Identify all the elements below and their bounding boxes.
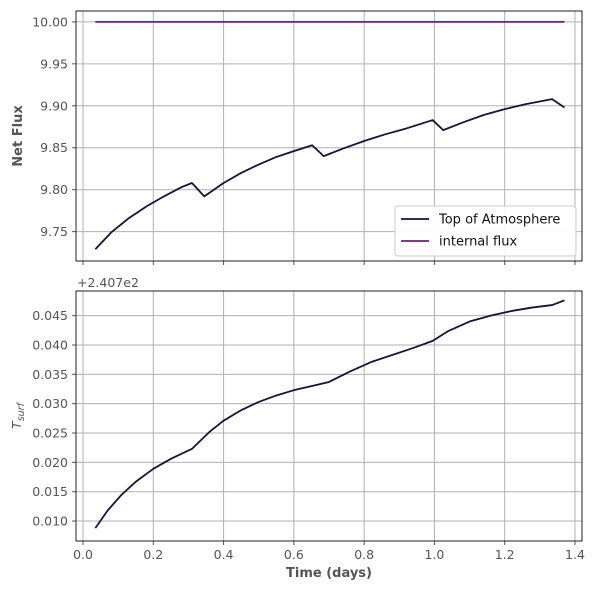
y-tick-label: 0.040 <box>32 337 68 352</box>
y-axis-label: Tsurf <box>9 401 27 429</box>
y-tick-label: 10.00 <box>32 14 68 29</box>
legend-label: Top of Atmosphere <box>438 213 560 228</box>
y-tick-label: 0.045 <box>32 308 68 323</box>
x-tick-label: 1.0 <box>424 547 444 562</box>
series-line <box>94 299 565 529</box>
y-tick-label: 0.020 <box>32 455 68 470</box>
y-tick-label: 9.80 <box>40 182 68 197</box>
legend-box <box>394 205 577 257</box>
x-tick-label: 1.4 <box>565 547 585 562</box>
surface-temperature-panel: 0.010 0.015 0.020 0.025 0.030 0.035 0.040 0.045… <box>9 275 585 581</box>
y-tick-label: 0.035 <box>32 367 68 382</box>
axes-frame <box>75 10 583 262</box>
series-line <box>94 98 565 250</box>
y-tick-label: 0.015 <box>32 484 68 499</box>
y-tick-label: 9.95 <box>40 56 68 71</box>
y-tick-label: 0.030 <box>32 396 68 411</box>
x-tick-label: 0.8 <box>354 547 374 562</box>
axes-frame <box>75 290 583 542</box>
x-axis-label: Time (days) <box>286 566 372 581</box>
legend-label: internal flux <box>439 235 517 250</box>
y-tick-label: 9.85 <box>40 140 68 155</box>
x-tick-label: 0.4 <box>214 547 234 562</box>
y-tick-label: 9.90 <box>40 98 68 113</box>
axis-offset-text: +2.407e2 <box>77 275 139 290</box>
y-axis-label: Net Flux <box>11 105 26 167</box>
x-tick-label: 0.6 <box>284 547 304 562</box>
x-tick-label: 1.2 <box>495 547 515 562</box>
x-tick-label: 0.0 <box>73 547 93 562</box>
y-tick-label: 9.75 <box>40 224 68 239</box>
x-tick-label: 0.2 <box>143 547 163 562</box>
y-tick-label: 0.010 <box>32 514 68 529</box>
net-flux-panel: 9.75 9.80 9.85 9.90 9.95 10.00 Net Flux Top of … <box>11 10 583 265</box>
y-tick-label: 0.025 <box>32 426 68 441</box>
